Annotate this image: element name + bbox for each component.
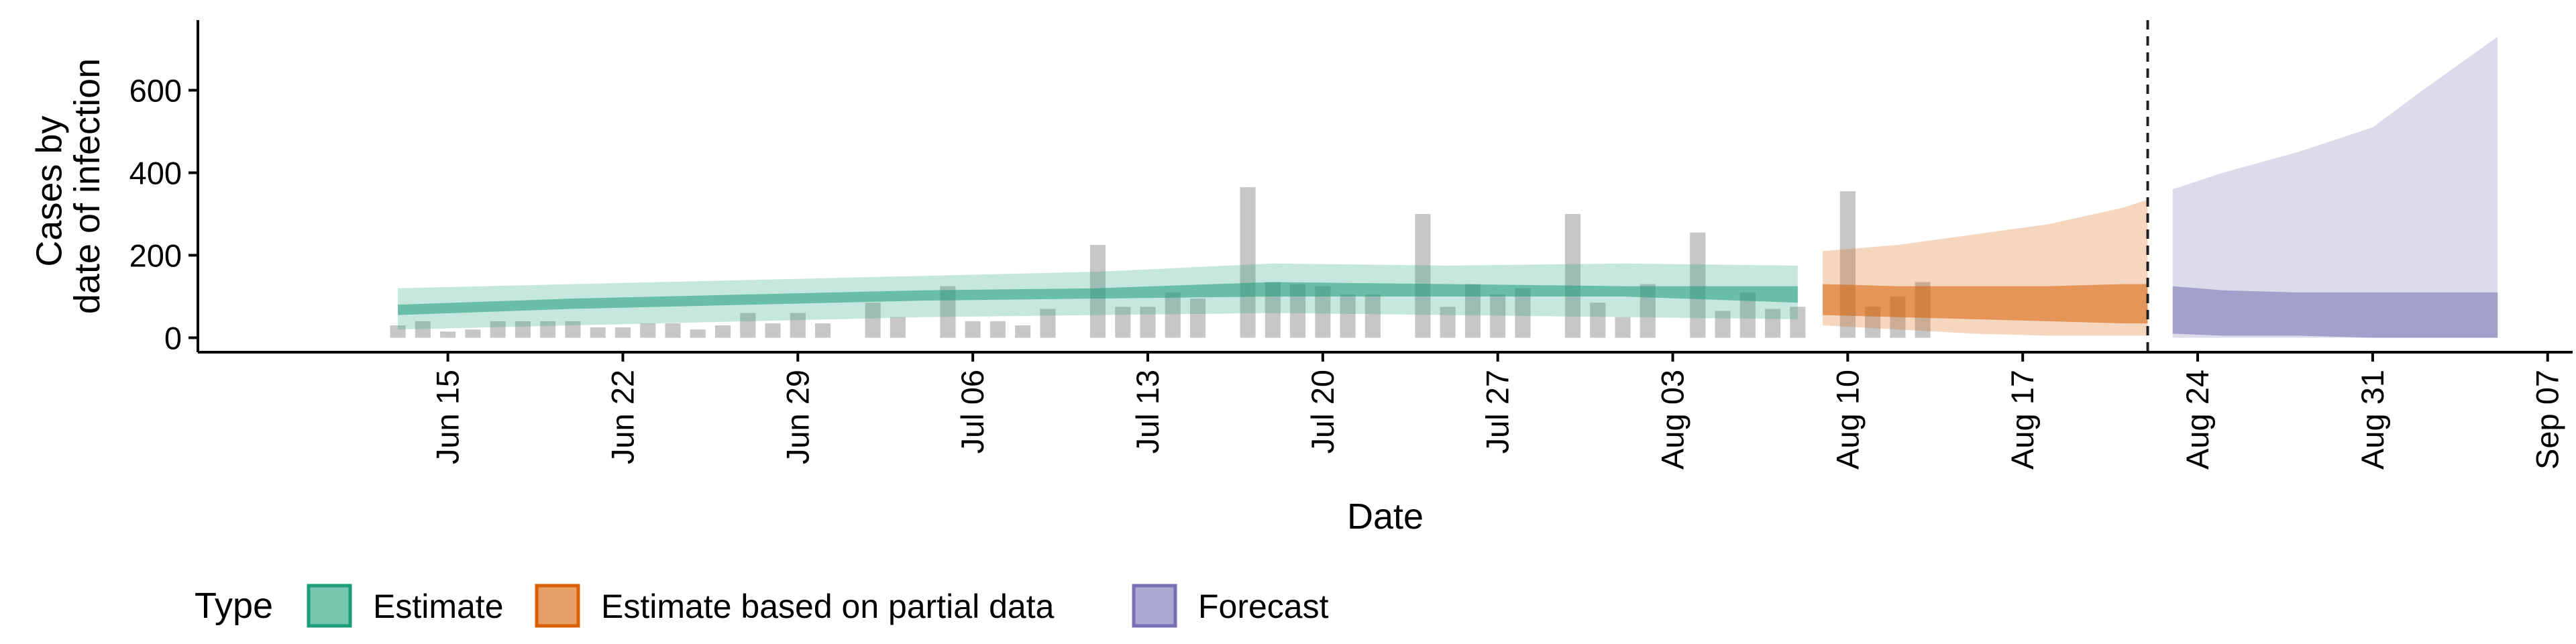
x-tick-label: Aug 03 (1655, 370, 1690, 470)
legend-label: Forecast (1198, 588, 1329, 625)
x-tick-label: Jul 20 (1305, 370, 1340, 453)
case-bar (540, 321, 556, 338)
legend-label: Estimate based on partial data (601, 588, 1055, 625)
legend-swatch (535, 584, 580, 628)
case-bar (890, 317, 906, 338)
estimate-based-on-partial-data-inner-band (1823, 284, 2148, 323)
case-bar (865, 303, 881, 338)
case-bar (1115, 307, 1131, 338)
case-bar (590, 327, 606, 338)
case-bar (1765, 309, 1781, 338)
y-ticks: 0 200 400 600 (129, 73, 198, 356)
case-bar (790, 313, 806, 338)
x-tick-label: Jun 15 (430, 370, 466, 464)
case-bar (1240, 187, 1256, 338)
case-bar (390, 325, 406, 338)
case-bar (989, 321, 1006, 338)
estimate-inner-band (398, 282, 1798, 315)
case-bar (1490, 294, 1506, 338)
legend-swatch (307, 584, 352, 628)
case-bar (1364, 294, 1381, 338)
case-bar (565, 321, 581, 338)
x-axis-title: Date (1347, 496, 1424, 537)
case-bar (1189, 299, 1206, 338)
case-bar (1564, 214, 1581, 338)
case-bar (1640, 284, 1656, 338)
x-tick-label: Jul 06 (955, 370, 990, 453)
case-bar (465, 329, 481, 338)
case-bar (1690, 232, 1706, 338)
case-bar (1790, 307, 1806, 338)
case-bar (1290, 284, 1306, 338)
case-bar (1140, 307, 1156, 338)
case-bar (1415, 214, 1431, 338)
x-tick-label: Jul 27 (1480, 370, 1515, 453)
legend: Type Estimate Estimate based on partial d… (195, 584, 1329, 628)
case-bar (1464, 284, 1481, 338)
y-axis-title-line-1: Cases by (30, 115, 70, 266)
y-axis-title: Cases by date of infection (30, 58, 108, 314)
x-tick-label: Jul 13 (1130, 370, 1165, 453)
y-tick-label: 600 (129, 73, 182, 109)
x-tick-label: Aug 31 (2355, 370, 2390, 470)
case-bar (714, 325, 731, 338)
case-bar (1515, 288, 1531, 338)
x-tick-label: Aug 24 (2180, 370, 2215, 470)
case-bar (1715, 311, 1731, 338)
forecast-inner-band (2172, 286, 2498, 338)
case-bar (490, 321, 506, 338)
case-bar (765, 323, 781, 338)
legend-title: Type (195, 586, 273, 626)
axes-layer (197, 20, 2573, 354)
legend-label: Estimate (373, 588, 504, 625)
y-tick-label: 0 (164, 320, 182, 356)
case-bar (1040, 309, 1056, 338)
case-bar (665, 323, 681, 338)
bands-layer (398, 36, 2498, 338)
case-bar (1165, 292, 1181, 338)
x-tick-label: Jun 22 (604, 370, 640, 464)
case-bar (1739, 292, 1756, 338)
case-bar (1340, 294, 1356, 338)
case-bar (690, 329, 706, 338)
forecast-outer-band (2172, 36, 2498, 338)
case-bar (640, 323, 656, 338)
case-bar (614, 327, 631, 338)
x-tick-label: Aug 17 (2004, 370, 2040, 470)
case-bar (1590, 303, 1606, 338)
case-bar (415, 321, 431, 338)
case-bar (965, 321, 981, 338)
y-tick-label: 200 (129, 237, 182, 273)
y-tick-label: 400 (129, 156, 182, 191)
x-tick-label: Jun 29 (780, 370, 815, 464)
x-tick-label: Sep 07 (2530, 370, 2565, 470)
case-bar (515, 321, 531, 338)
legend-swatch (1132, 584, 1177, 628)
case-bar (740, 313, 756, 338)
y-axis-title-line-2: date of infection (67, 58, 107, 314)
x-ticks: Jun 15 Jun 22 Jun 29 Jul 06 Jul 13 Jul 20 Jul … (430, 352, 2565, 470)
x-tick-label: Aug 10 (1829, 370, 1865, 470)
case-bar (1315, 286, 1331, 338)
case-bar (1440, 307, 1456, 338)
case-bar (1015, 325, 1031, 338)
case-bar (440, 331, 456, 338)
case-bar (1615, 317, 1631, 338)
case-bar (815, 323, 831, 338)
